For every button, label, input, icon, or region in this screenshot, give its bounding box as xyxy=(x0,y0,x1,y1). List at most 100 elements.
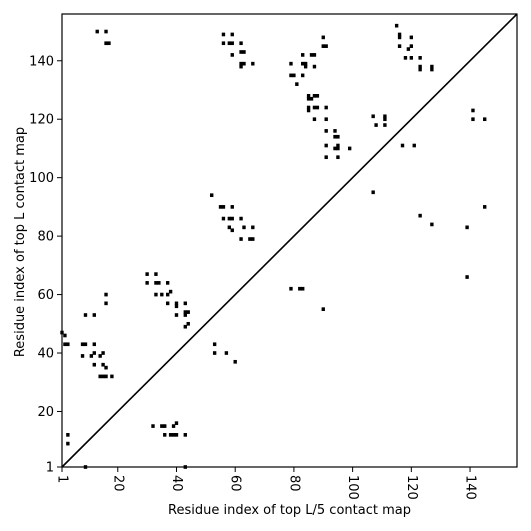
contact-point xyxy=(174,421,179,425)
diagonal-line xyxy=(61,13,518,468)
contact-point xyxy=(107,41,111,46)
contact-point xyxy=(309,96,314,101)
contact-point xyxy=(306,108,311,113)
contact-point xyxy=(157,281,161,285)
contact-point xyxy=(321,44,325,48)
contact-point xyxy=(174,313,179,317)
contact-point xyxy=(154,272,158,276)
contact-point xyxy=(227,216,232,221)
contact-point xyxy=(230,53,234,57)
contact-point xyxy=(183,301,187,306)
contact-point xyxy=(371,190,375,195)
contact-point xyxy=(383,114,387,119)
contact-point xyxy=(397,35,402,40)
contact-point xyxy=(224,351,229,355)
contact-point xyxy=(324,44,328,48)
contact-point xyxy=(383,123,387,127)
x-tick-label: 80 xyxy=(286,475,301,492)
contact-point xyxy=(406,47,411,51)
contact-point xyxy=(110,374,114,379)
contact-point xyxy=(183,310,187,314)
contact-point xyxy=(371,114,375,119)
contact-point xyxy=(154,292,158,297)
contact-point xyxy=(315,94,320,98)
contact-point xyxy=(230,216,234,221)
contact-point xyxy=(221,32,226,37)
contact-point xyxy=(312,94,317,98)
contact-point xyxy=(168,289,173,294)
points-layer xyxy=(60,23,487,469)
contact-point xyxy=(92,342,96,347)
contact-point xyxy=(104,29,108,34)
x-tick-label: 40 xyxy=(169,475,184,492)
contact-point xyxy=(303,64,308,69)
contact-point xyxy=(163,424,167,428)
contact-point xyxy=(403,56,408,60)
contact-point xyxy=(394,23,399,28)
contact-point xyxy=(92,362,96,367)
contact-point xyxy=(63,342,67,347)
contact-point xyxy=(383,117,387,122)
x-axis-label: Residue index of top L/5 contact map xyxy=(168,503,411,518)
contact-point xyxy=(66,433,70,437)
contact-point xyxy=(227,41,232,46)
contact-point xyxy=(98,374,102,379)
contact-point xyxy=(160,292,164,297)
contact-point xyxy=(230,205,234,209)
plot-frame xyxy=(61,13,518,468)
contact-point xyxy=(418,67,422,72)
y-tick-label: 40 xyxy=(37,347,54,362)
contact-point xyxy=(89,354,94,358)
contact-point xyxy=(374,123,378,127)
contact-point xyxy=(98,354,102,358)
contact-point xyxy=(336,155,340,160)
contact-point xyxy=(397,44,402,48)
contact-point xyxy=(165,292,170,297)
contact-point xyxy=(321,35,325,40)
contact-point xyxy=(409,35,414,40)
contact-point xyxy=(336,146,340,151)
contact-point xyxy=(312,53,317,57)
diagonal-layer xyxy=(61,13,518,468)
contact-point xyxy=(251,61,255,66)
contact-point xyxy=(83,313,88,317)
contact-point xyxy=(165,301,170,306)
contact-point xyxy=(312,105,317,110)
contact-point xyxy=(471,108,475,113)
contact-point xyxy=(104,41,108,46)
contact-point xyxy=(289,61,293,66)
contact-point xyxy=(151,424,155,428)
contact-point xyxy=(104,374,108,379)
y-tick-label: 60 xyxy=(37,288,54,303)
contact-point xyxy=(239,216,243,221)
contact-point xyxy=(183,313,187,317)
contact-point xyxy=(154,281,158,285)
contact-point xyxy=(171,433,176,437)
contact-point xyxy=(336,143,340,148)
contact-point xyxy=(295,82,299,86)
contact-point xyxy=(183,433,187,437)
contact-point xyxy=(66,342,70,347)
contact-point xyxy=(212,342,217,347)
y-tick-label: 20 xyxy=(37,405,54,420)
x-tick-label: 140 xyxy=(463,475,478,500)
contact-point xyxy=(418,213,422,218)
contact-point xyxy=(301,73,305,78)
contact-point xyxy=(324,117,328,122)
contact-point xyxy=(430,222,434,227)
contact-point xyxy=(483,117,487,122)
contact-point xyxy=(101,362,105,367)
contact-point xyxy=(400,143,405,148)
contact-point xyxy=(409,56,414,60)
contact-point xyxy=(248,237,252,241)
contact-point xyxy=(212,351,217,355)
contact-point xyxy=(80,354,85,358)
contact-point xyxy=(292,73,296,78)
contact-point xyxy=(301,61,305,66)
x-tick-label: 60 xyxy=(228,475,243,492)
contact-point xyxy=(301,286,305,291)
contact-point xyxy=(218,205,223,209)
contact-point xyxy=(430,64,434,69)
